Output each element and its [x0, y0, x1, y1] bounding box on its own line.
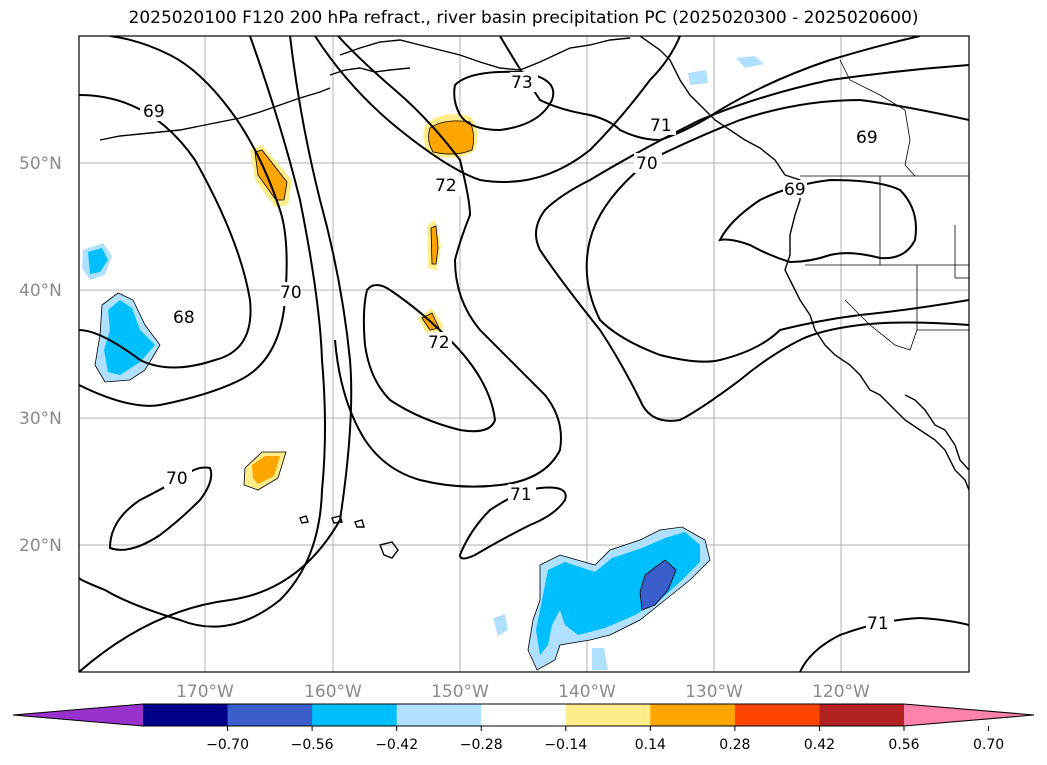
contour-label-69: 69 [143, 102, 165, 122]
contour-label-71: 71 [510, 485, 532, 505]
lat-label: 40°N [19, 281, 62, 301]
contour-label-70: 70 [636, 154, 658, 174]
contour-label-69: 69 [856, 128, 878, 148]
colorbar-tick-label: −0.42 [375, 737, 418, 753]
lon-label: 120°W [812, 682, 870, 702]
colorbar-tick-label: −0.14 [544, 737, 587, 753]
colorbar-tick-label: −0.28 [460, 737, 503, 753]
contour-label-73: 73 [511, 73, 533, 93]
colorbar-extend-min [13, 704, 143, 726]
contour-label-71: 71 [650, 116, 672, 136]
contour-label-68: 68 [173, 308, 195, 328]
contour-label-layer: 73 71 69 70 72 69 69 68 70 72 70 71 71 [140, 72, 894, 634]
colorbar-segment [396, 704, 482, 726]
map-title: 2025020100 F120 200 hPa refract., river … [128, 8, 919, 28]
latitude-labels: 50°N 40°N 30°N 20°N [19, 154, 62, 556]
contour-label-70: 70 [166, 469, 188, 489]
colorbar-tick-label: 0.70 [973, 737, 1004, 753]
lat-label: 50°N [19, 154, 62, 174]
colorbar-segment [312, 704, 398, 726]
contour-label-71: 71 [867, 614, 889, 634]
contour-label-70: 70 [280, 283, 302, 303]
colorbar: −0.70 −0.56 −0.42 −0.28 −0.14 0.14 0.28 0.42 0.5… [12, 703, 1035, 753]
colorbar-tick-label: 0.14 [635, 737, 666, 753]
refractivity-contours [79, 36, 969, 672]
map-area [79, 36, 969, 672]
colorbar-tick-label: −0.70 [206, 737, 249, 753]
colorbar-tick-label: 0.28 [719, 737, 750, 753]
colorbar-segment [650, 704, 736, 726]
borders [800, 59, 969, 351]
map-frame [78, 35, 970, 673]
colorbar-tick-label: −0.56 [291, 737, 334, 753]
anomaly-outlines [94, 120, 711, 671]
lon-label: 160°W [304, 682, 362, 702]
colorbar-segment [481, 704, 567, 726]
longitude-labels: 170°W 160°W 150°W 140°W 130°W 120°W [176, 682, 870, 702]
negative-anomaly-shading [82, 56, 764, 670]
contour-label-72: 72 [428, 333, 450, 353]
colorbar-tick-label: 0.42 [804, 737, 835, 753]
coastlines [99, 36, 969, 559]
contour-label-69: 69 [784, 180, 806, 200]
colorbar-segment [734, 704, 820, 726]
colorbar-segment [565, 704, 651, 726]
colorbar-segment [143, 704, 229, 726]
positive-anomaly-shading [244, 114, 478, 490]
lat-label: 20°N [19, 536, 62, 556]
colorbar-segment [819, 704, 905, 726]
colorbar-extend-max [904, 704, 1034, 726]
lon-label: 140°W [558, 682, 616, 702]
colorbar-segment [227, 704, 313, 726]
contour-label-72: 72 [435, 176, 457, 196]
colorbar-outline [12, 703, 1035, 727]
lon-label: 150°W [431, 682, 489, 702]
lon-label: 130°W [685, 682, 743, 702]
lat-label: 30°N [19, 409, 62, 429]
colorbar-tick-label: 0.56 [888, 737, 919, 753]
lon-label: 170°W [176, 682, 234, 702]
